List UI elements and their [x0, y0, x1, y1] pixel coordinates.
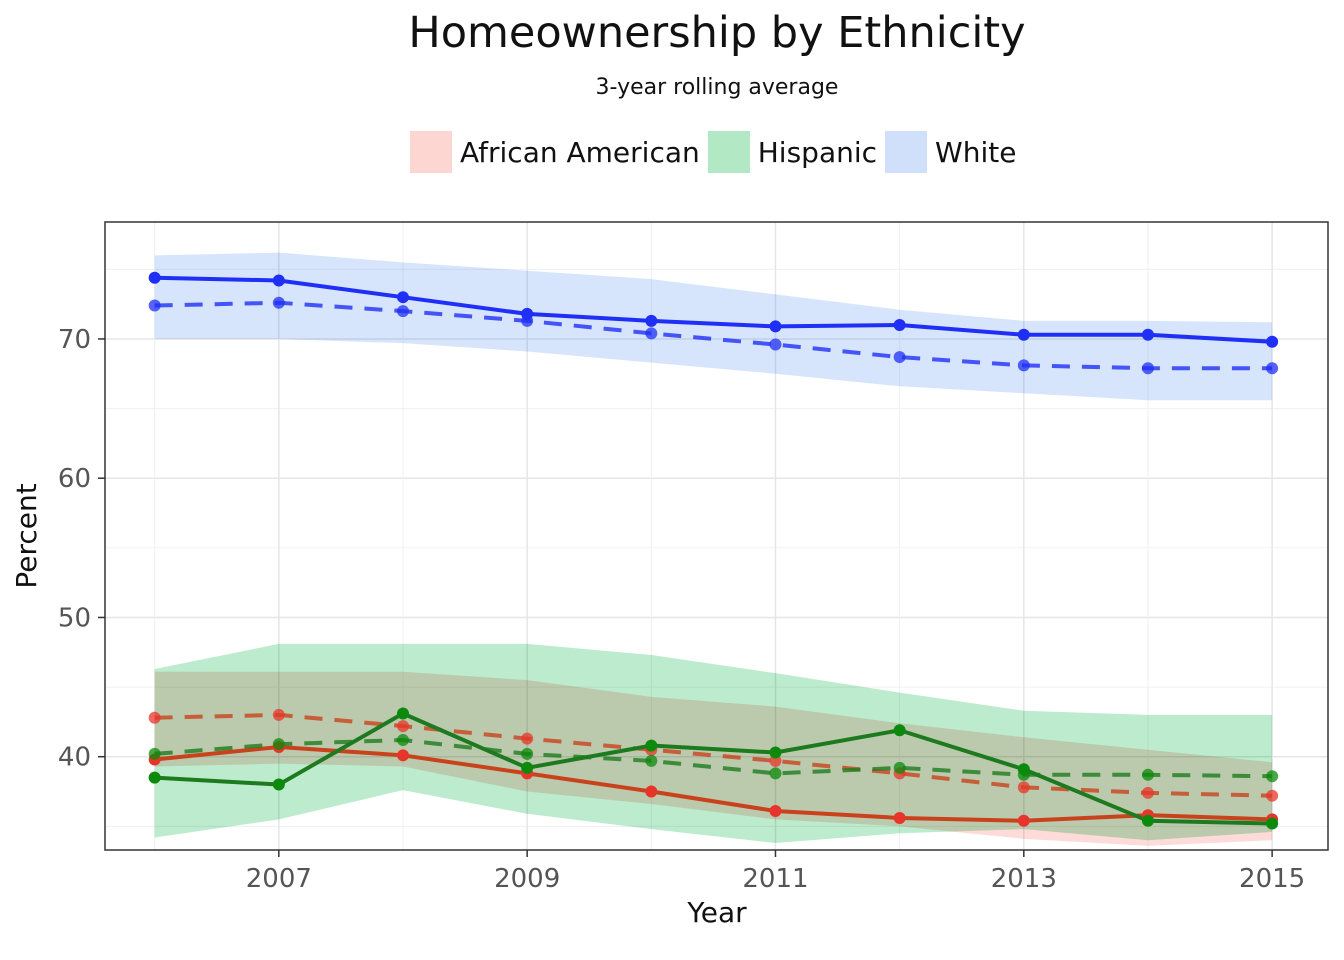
point-white	[645, 314, 658, 327]
x-tick-label: 2015	[1239, 864, 1305, 894]
rolling-point-african-american	[769, 754, 782, 767]
rolling-point-white	[272, 296, 285, 309]
legend-label-african-american: African American	[460, 135, 700, 169]
legend-item-african-american: African American	[410, 131, 700, 173]
point-hispanic	[148, 771, 161, 784]
rolling-point-white	[1266, 362, 1279, 375]
rolling-line-hispanic	[154, 737, 1273, 779]
point-hispanic	[272, 778, 285, 791]
panel-border	[104, 221, 1329, 851]
legend-label-hispanic: Hispanic	[757, 135, 878, 169]
point-african-american	[396, 749, 409, 762]
line-layer	[154, 275, 1273, 826]
legend-swatch-white	[885, 131, 928, 173]
point-white	[396, 291, 409, 304]
rolling-point-african-american	[272, 708, 285, 721]
point-hispanic	[1141, 814, 1154, 827]
point-white	[521, 307, 534, 320]
line-hispanic	[154, 711, 1273, 826]
rolling-point-african-american	[1266, 789, 1279, 802]
axis-layer: 40 50 60 70 2007 2009 2011 2013 2015	[58, 325, 1305, 894]
legend-item-white: White	[885, 131, 1016, 173]
legend-swatch-african-american	[410, 131, 452, 173]
rolling-point-white	[1017, 359, 1030, 372]
point-african-american	[645, 785, 658, 798]
rolling-point-african-american	[521, 732, 534, 745]
rolling-point-hispanic	[893, 761, 906, 774]
point-white	[272, 274, 285, 287]
band-white	[154, 252, 1273, 401]
y-tick-label: 40	[58, 743, 91, 773]
rolling-point-white	[893, 351, 906, 364]
point-african-american	[1017, 814, 1030, 827]
point-hispanic	[769, 746, 782, 759]
y-axis-title: Percent	[10, 483, 43, 588]
rolling-point-white	[148, 299, 161, 312]
rolling-point-hispanic	[645, 754, 658, 767]
point-white	[769, 320, 782, 333]
point-african-american	[769, 805, 782, 818]
rolling-point-hispanic	[521, 747, 534, 760]
legend: African American Hispanic White	[410, 130, 1024, 174]
point-hispanic	[645, 739, 658, 752]
rolling-point-african-american	[1141, 786, 1154, 799]
rolling-point-african-american	[1017, 781, 1030, 794]
legend-item-hispanic: Hispanic	[707, 131, 878, 173]
chart-title: Homeownership by Ethnicity	[408, 8, 1026, 58]
rolling-line-white	[154, 300, 1273, 371]
point-hispanic	[521, 761, 534, 774]
rolling-point-hispanic	[148, 747, 161, 760]
legend-label-white: White	[935, 135, 1017, 169]
point-hispanic	[1017, 763, 1030, 776]
x-axis-title: Year	[686, 896, 747, 929]
band-hispanic	[154, 643, 1273, 844]
point-african-american	[893, 811, 906, 824]
point-white	[1141, 328, 1154, 341]
rolling-point-white	[769, 338, 782, 351]
rolling-point-hispanic	[769, 767, 782, 780]
band-layer	[154, 252, 1273, 846]
x-tick-label: 2011	[742, 864, 808, 894]
rolling-point-hispanic	[396, 733, 409, 746]
point-white	[1266, 335, 1279, 348]
x-tick-label: 2013	[991, 864, 1057, 894]
rolling-point-african-american	[396, 720, 409, 733]
point-white	[148, 271, 161, 284]
x-tick-label: 2007	[246, 864, 312, 894]
x-tick-label: 2009	[494, 864, 560, 894]
rolling-point-white	[1141, 362, 1154, 375]
rolling-point-african-american	[148, 711, 161, 724]
point-hispanic	[1266, 817, 1279, 830]
rolling-line-african-american	[154, 712, 1273, 798]
point-white	[1017, 328, 1030, 341]
rolling-point-hispanic	[1266, 770, 1279, 783]
rolling-point-white	[645, 327, 658, 340]
rolling-point-hispanic	[1141, 768, 1154, 781]
point-hispanic	[893, 724, 906, 737]
rolling-point-hispanic	[272, 738, 285, 751]
legend-swatch-hispanic	[707, 131, 750, 173]
point-layer	[148, 271, 1279, 830]
y-tick-label: 50	[58, 603, 91, 633]
rolling-point-white	[396, 305, 409, 318]
y-tick-label: 60	[58, 464, 91, 494]
chart-subtitle: 3-year rolling average	[595, 75, 839, 100]
point-white	[893, 319, 906, 332]
line-white	[154, 275, 1273, 344]
y-tick-label: 70	[58, 325, 91, 355]
point-hispanic	[396, 707, 409, 720]
